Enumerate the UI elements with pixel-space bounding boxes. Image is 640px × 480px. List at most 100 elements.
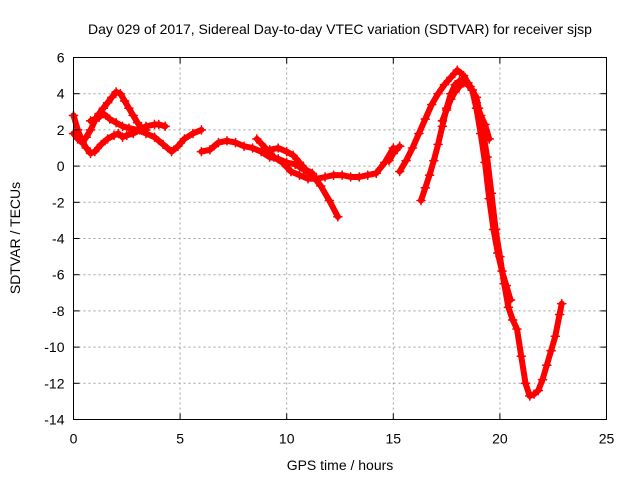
data-point — [85, 148, 96, 159]
data-point — [256, 146, 266, 157]
data-point — [524, 391, 535, 401]
data-point — [90, 146, 100, 157]
data-point — [388, 148, 399, 159]
x-tick-labels: 0 5 10 15 20 25 — [70, 431, 615, 447]
data-point — [394, 166, 405, 177]
data-point — [420, 183, 431, 193]
data-point — [303, 173, 313, 184]
data-point — [109, 130, 119, 141]
series-10 — [437, 78, 495, 144]
data-point — [429, 155, 439, 166]
data-point — [301, 164, 311, 175]
data-point — [85, 116, 96, 126]
data-point — [196, 146, 207, 157]
data-point — [384, 155, 394, 166]
data-point — [179, 134, 190, 144]
data-point — [433, 88, 443, 99]
data-point — [433, 139, 443, 150]
data-point — [480, 157, 490, 168]
y-tick-label: -12 — [44, 375, 64, 391]
data-point — [512, 324, 522, 334]
series-6 — [264, 143, 318, 179]
x-tick-label: 5 — [176, 431, 184, 447]
data-point — [230, 137, 241, 148]
data-point — [345, 172, 356, 182]
data-point — [269, 152, 279, 162]
data-point — [286, 166, 296, 177]
data-point — [497, 266, 507, 276]
data-point — [252, 134, 262, 144]
data-point — [501, 280, 512, 291]
data-point — [102, 134, 113, 144]
data-point — [281, 146, 292, 157]
data-point — [205, 145, 215, 155]
x-tick-label: 10 — [279, 431, 295, 447]
data-point — [450, 87, 460, 97]
data-point — [337, 170, 347, 180]
y-tick-label: -4 — [52, 231, 65, 247]
data-point — [166, 146, 177, 157]
data-point — [533, 385, 544, 396]
data-point — [111, 117, 121, 128]
data-point — [420, 114, 431, 124]
data-point — [77, 137, 87, 148]
data-point — [424, 170, 435, 180]
data-point — [414, 128, 424, 139]
data-point — [239, 141, 249, 151]
data-point — [320, 172, 330, 182]
grid-lines — [73, 57, 607, 420]
series-8 — [384, 141, 405, 166]
data-point — [81, 143, 92, 153]
data-point — [160, 121, 170, 132]
data-point — [277, 157, 288, 168]
data-point — [90, 114, 100, 124]
data-point — [488, 224, 499, 235]
axis-ticks — [73, 57, 607, 420]
data-point — [484, 193, 495, 204]
data-point — [520, 378, 531, 389]
data-point — [153, 119, 164, 130]
data-point — [196, 125, 207, 135]
data-point — [426, 99, 437, 110]
data-point — [247, 143, 258, 153]
data-point — [503, 302, 514, 313]
y-tick-label: -2 — [52, 194, 65, 210]
data-point — [554, 309, 565, 320]
y-tick-label: -8 — [52, 303, 65, 319]
y-tick-label: -14 — [44, 412, 64, 428]
x-tick-label: 20 — [492, 431, 508, 447]
data-point — [117, 132, 128, 142]
data-point — [124, 123, 134, 133]
data-point — [98, 108, 109, 119]
data-point — [401, 155, 411, 166]
data-point — [122, 130, 132, 141]
data-point — [529, 389, 539, 399]
data-point — [362, 170, 373, 180]
y-tick-labels: -14 -12 -10 -8 -6 -4 -2 0 2 4 6 — [44, 50, 64, 428]
data-point — [294, 170, 305, 180]
data-point — [354, 172, 364, 182]
data-point — [492, 248, 503, 258]
data-point — [173, 141, 183, 151]
data-point — [439, 79, 450, 90]
data-point — [507, 315, 518, 325]
data-point — [96, 139, 107, 150]
y-tick-label: 2 — [57, 122, 65, 138]
data-point — [550, 331, 561, 342]
data-point — [484, 134, 495, 144]
data-point — [222, 135, 232, 146]
data-point — [81, 132, 92, 142]
data-point — [132, 125, 143, 135]
data-point — [316, 181, 326, 191]
data-point — [311, 173, 322, 184]
data-point — [294, 157, 305, 168]
data-point — [72, 134, 83, 144]
data-point — [128, 110, 138, 121]
data-point — [475, 110, 486, 121]
data-point — [556, 298, 567, 309]
y-tick-label: -10 — [44, 339, 64, 355]
data-point — [437, 116, 448, 126]
data-point — [480, 119, 490, 130]
data-point — [104, 114, 115, 124]
